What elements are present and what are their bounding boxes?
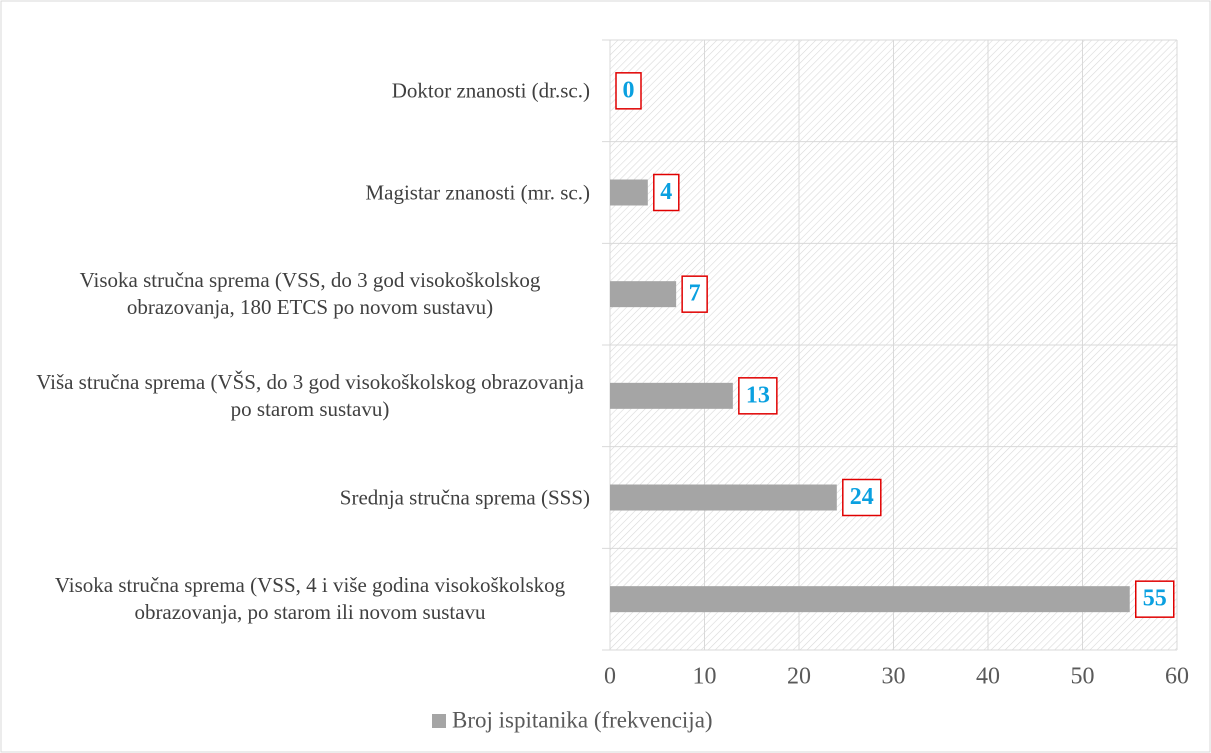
- x-tick-label: 0: [604, 664, 616, 690]
- y-tick-text: Srednja stručna sprema (SSS): [339, 485, 590, 509]
- y-tick-label: Viša stručna sprema (VŠS, do 3 god visok…: [10, 369, 590, 423]
- bar: [610, 179, 648, 206]
- data-label: 13: [746, 382, 770, 408]
- data-label-box: [681, 275, 708, 313]
- data-label-box: [653, 173, 680, 212]
- x-tick-label: 10: [693, 664, 717, 690]
- x-tick-label: 50: [1071, 664, 1095, 690]
- data-label: 0: [623, 77, 635, 103]
- data-label: 7: [689, 281, 701, 307]
- x-tick-label: 30: [882, 664, 906, 690]
- y-tick-text: Doktor znanosti (dr.sc.): [391, 78, 590, 103]
- y-tick-text: Visoka stručna sprema (VSS, 4 i više god…: [54, 573, 566, 625]
- y-tick-text: Viša stručna sprema (VŠS, do 3 god visok…: [36, 369, 584, 421]
- y-tick-label: Visoka stručna sprema (VSS, 4 i više god…: [10, 572, 590, 626]
- bar: [610, 382, 733, 409]
- y-tick-label: Magistar znanosti (mr. sc.): [10, 179, 590, 206]
- legend-swatch: [432, 714, 446, 728]
- y-tick-text: Magistar znanosti (mr. sc.): [365, 180, 590, 204]
- bar: [610, 484, 837, 511]
- bar: [610, 281, 677, 308]
- data-label-box: [615, 72, 642, 110]
- legend-label: Broj ispitanika (frekvencija): [452, 707, 713, 732]
- data-label: 55: [1143, 586, 1167, 612]
- x-tick-label: 40: [976, 664, 1000, 690]
- data-label-box: [842, 478, 882, 517]
- y-tick-text: Visoka stručna sprema (VSS, do 3 god vis…: [79, 268, 541, 320]
- y-tick-label: Visoka stručna sprema (VSS, do 3 god vis…: [10, 267, 590, 321]
- data-label: 24: [850, 484, 874, 510]
- data-label-box: [1135, 580, 1175, 618]
- x-tick-label: 20: [787, 664, 811, 690]
- data-label-box: [738, 377, 778, 415]
- y-tick-label: Srednja stručna sprema (SSS): [10, 484, 590, 511]
- y-tick-label: Doktor znanosti (dr.sc.): [10, 77, 590, 104]
- bar: [610, 586, 1130, 613]
- data-label: 4: [660, 179, 672, 205]
- x-tick-label: 60: [1165, 664, 1189, 690]
